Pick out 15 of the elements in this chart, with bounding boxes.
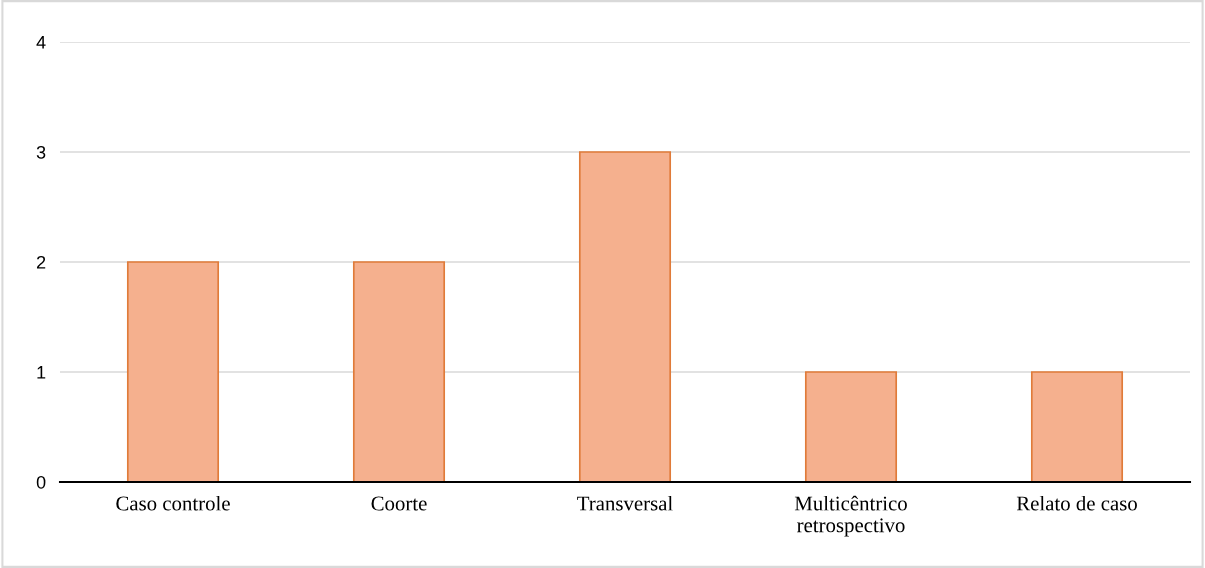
y-tick-label: 2 — [36, 255, 46, 269]
bar — [1030, 371, 1124, 482]
bar — [352, 261, 446, 482]
bar — [126, 261, 220, 482]
y-tick-label: 1 — [37, 366, 46, 379]
x-tick-label: Transversal — [577, 495, 673, 511]
bar — [578, 151, 672, 482]
y-tick-label: 0 — [36, 475, 46, 489]
x-tick-label: Caso controle — [116, 495, 230, 511]
y-tick-label: 3 — [36, 145, 46, 159]
x-tick-label: Coorte — [371, 496, 427, 511]
y-tick-label: 4 — [36, 36, 46, 49]
bar — [804, 371, 898, 482]
x-tick-label: Relato de caso — [1016, 495, 1137, 511]
x-tick-label: Multicêntrico retrospectivo — [794, 495, 907, 537]
